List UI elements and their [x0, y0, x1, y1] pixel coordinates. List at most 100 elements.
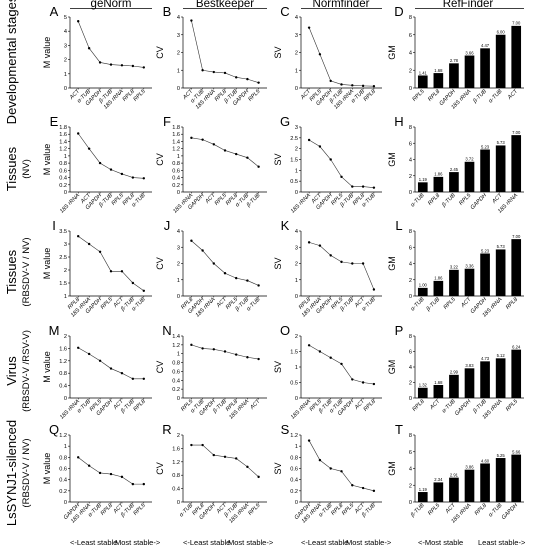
y-tick-label: 0.4: [59, 478, 67, 484]
y-tick-label: 0: [177, 500, 180, 506]
data-point-α-TUB: [257, 284, 260, 287]
y-axis-title: SV: [273, 361, 283, 373]
y-tick-label: 0: [295, 294, 298, 300]
data-point-ACT: [361, 262, 365, 265]
data-point-RPL8: [190, 239, 193, 242]
y-tick-label: 0: [177, 86, 180, 92]
data-point-α-TUB: [246, 156, 249, 159]
y-tick-label: 0: [64, 86, 67, 92]
y-tick-label: 3: [295, 33, 298, 39]
data-point-18S rRNA: [246, 356, 249, 359]
series-line: [191, 240, 259, 286]
row-titles: Developmental stages Tissues (NV) Tissue…: [4, 0, 32, 526]
row-subtitle-rbsdv-nv: (RBSDV-V / NV): [21, 237, 32, 306]
bar-value-label: 2.91: [450, 472, 459, 477]
bar-ACT: [495, 145, 506, 192]
y-tick-label: 1: [177, 352, 180, 358]
y-tick-label: 1.6: [172, 132, 180, 138]
panel-E: E M value 00.20.4 0.60.811.2 1.41.61.8 18S rR…: [42, 114, 152, 215]
y-tick-label: 2: [295, 51, 298, 57]
method-title-genorm: geNorm: [91, 0, 132, 10]
x-tick-label-GAPDH: GAPDH: [470, 192, 489, 211]
method-title-bestkeeper: Bestkeeper: [196, 0, 254, 10]
y-tick-label: 1.2: [290, 433, 298, 439]
data-point-α-TUB: [87, 352, 91, 356]
row-title-developmental-stages: Developmental stages: [4, 0, 19, 124]
series-line: [309, 242, 375, 290]
y-axis-title: CV: [155, 153, 165, 166]
data-point-α-TUB: [87, 47, 91, 50]
y-tick-label: 1.5: [290, 350, 298, 356]
data-point-RPL5: [98, 359, 102, 362]
data-point-RPL5: [318, 350, 322, 353]
y-tick-label: 0: [409, 500, 412, 506]
y-tick-label: 0: [64, 500, 67, 506]
data-point-RPL5: [318, 53, 322, 56]
bar-GAPDH: [480, 149, 490, 192]
y-tick-label: 1: [295, 278, 298, 284]
x-tick-label-ACT: ACT: [460, 296, 473, 309]
x-tick-label-RPL5: RPL5: [505, 398, 520, 413]
data-point-RPL8: [307, 241, 311, 244]
y-tick-label: 0.2: [59, 183, 67, 189]
y-tick-label: 0.8: [59, 161, 67, 167]
data-point-RPL5: [142, 66, 145, 69]
data-point-α-TUB: [142, 177, 145, 180]
data-point-GAPDH: [77, 456, 80, 459]
y-tick-label: 2: [295, 334, 298, 340]
panel-letter-O: O: [280, 323, 290, 338]
data-point-ACT: [257, 357, 260, 361]
bar-α-TUB: [495, 34, 506, 88]
bar-β-TUB: [449, 172, 459, 192]
data-point-RPL5: [351, 484, 354, 487]
y-tick-label: 4: [409, 262, 412, 268]
data-point-GAPDH: [98, 250, 102, 253]
y-tick-label: 1: [177, 154, 180, 160]
data-point-RPL5: [120, 172, 124, 176]
y-tick-label: 0: [295, 500, 298, 506]
y-tick-label: 2.5: [290, 136, 298, 142]
footer-most-stable-label: Most stable->: [346, 538, 392, 547]
data-point-β-TUB: [340, 83, 343, 86]
bar-value-label: 7.00: [512, 21, 521, 26]
y-axis-title: CV: [155, 361, 165, 374]
y-axis-title: CV: [155, 46, 165, 59]
y-axis-title: M value: [42, 37, 52, 69]
data-point-ACT: [190, 19, 193, 22]
y-tick-label: 1: [177, 68, 180, 74]
y-tick-label: 2: [409, 278, 412, 284]
y-tick-label: 8: [409, 229, 412, 235]
y-tick-label: 0: [177, 190, 180, 196]
panel-N: NCV00.20.40.60.811.21.4RPL5α-TUBGAPDHβ-T…: [155, 323, 267, 421]
y-axis-title: CV: [155, 462, 165, 475]
data-point-β-TUB: [109, 168, 113, 171]
data-point-18S rRNA: [351, 84, 354, 87]
y-tick-label: 8: [409, 15, 412, 21]
y-tick-label: 2: [409, 483, 412, 489]
row-title-virus: Virus: [4, 356, 19, 386]
data-point-18S rRNA: [318, 244, 322, 247]
x-tick-label-RPL5: RPL5: [443, 296, 458, 311]
data-point-α-TUB: [190, 443, 193, 447]
bar-α-TUB: [417, 287, 428, 296]
data-point-α-TUB: [142, 289, 145, 292]
data-point-α-TUB: [201, 69, 204, 72]
x-tick-label-RPL5: RPL5: [100, 296, 115, 311]
bar-18S rRNA: [511, 135, 522, 192]
data-point-RPL5: [190, 343, 193, 347]
series-line: [77, 133, 144, 179]
data-point-β-TUB: [257, 165, 260, 168]
data-point-β-TUB: [131, 482, 135, 486]
data-point-β-TUB: [223, 350, 227, 353]
data-point-GAPDH: [201, 138, 204, 141]
x-tick-label-α-TUB: α-TUB: [488, 88, 504, 104]
y-tick-label: 0: [177, 396, 180, 402]
y-tick-label: 6: [409, 245, 412, 251]
bar-α-TUB: [495, 458, 506, 502]
y-tick-label: 0.6: [290, 467, 298, 473]
